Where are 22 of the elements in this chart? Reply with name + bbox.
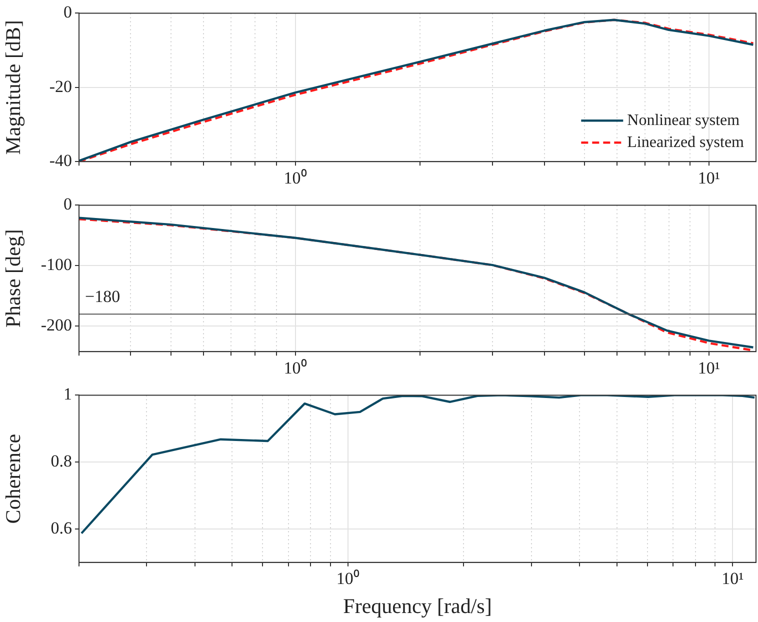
y-tick-label: 0.8 xyxy=(50,452,72,471)
x-tick-label: 10⁰ xyxy=(284,168,307,188)
y-axis-title: Coherence xyxy=(1,434,26,524)
y-tick-label: 0 xyxy=(64,194,72,214)
ref-line-label: −180 xyxy=(85,287,120,306)
x-tick-label: 10¹ xyxy=(698,358,720,378)
y-tick-label: 0.6 xyxy=(50,518,72,538)
x-tick-label: 10⁰ xyxy=(284,358,307,378)
legend-label: Linearized system xyxy=(627,134,745,151)
legend-label: Nonlinear system xyxy=(627,112,740,129)
y-tick-label: 1 xyxy=(64,384,72,404)
x-axis-title: Frequency [rad/s] xyxy=(343,594,492,618)
x-tick-label: 10¹ xyxy=(722,569,744,588)
y-tick-label: -200 xyxy=(40,316,72,335)
y-tick-label: -100 xyxy=(40,255,72,274)
y-tick-label: -40 xyxy=(49,151,72,170)
y-tick-label: -20 xyxy=(49,76,72,96)
x-tick-label: 10⁰ xyxy=(336,569,360,588)
y-axis-title: Phase [deg] xyxy=(1,229,26,328)
x-tick-label: 10¹ xyxy=(698,168,720,188)
y-axis-title: Magnitude [dB] xyxy=(1,20,26,155)
y-tick-label: 0 xyxy=(64,2,72,22)
